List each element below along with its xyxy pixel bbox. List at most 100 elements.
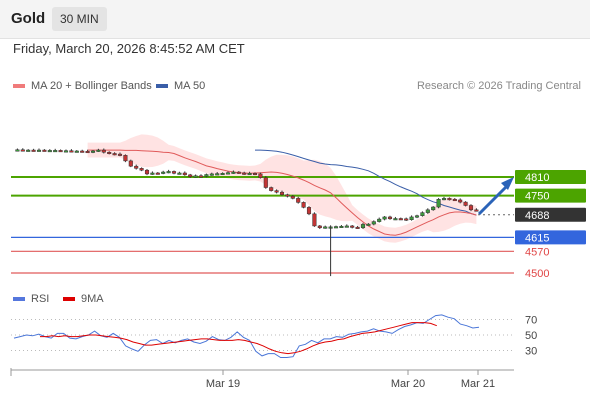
level-label-4688: 4688 xyxy=(525,210,549,222)
candle-body xyxy=(274,190,279,193)
level-pointer-icon xyxy=(515,207,521,222)
candle-body xyxy=(290,195,295,199)
level-label-box xyxy=(515,207,586,222)
research-credit: Research © 2026 Trading Central xyxy=(416,80,581,92)
forecast-arrowhead-icon xyxy=(501,177,514,190)
forecast-arrow-shaft xyxy=(477,185,508,216)
instrument-title: Gold xyxy=(11,10,46,27)
rsi-9ma-line xyxy=(40,322,437,355)
candle-body xyxy=(425,209,430,213)
timeframe-badge[interactable]: 30 MIN xyxy=(52,7,107,31)
candle-body xyxy=(58,150,63,153)
candle-body xyxy=(177,172,182,175)
candle-body xyxy=(15,149,20,152)
candle-body xyxy=(123,155,128,162)
candle-body xyxy=(117,153,123,156)
candle-body xyxy=(209,173,214,176)
candle-body xyxy=(80,150,85,153)
candle-body xyxy=(74,150,79,153)
candle-body xyxy=(193,175,198,178)
candle-body xyxy=(161,171,166,174)
candle-body xyxy=(366,223,371,226)
candle-body xyxy=(90,150,96,153)
candle-body xyxy=(371,221,376,225)
candle-body xyxy=(414,215,420,218)
candle-body xyxy=(26,149,31,152)
candle-body xyxy=(333,226,339,229)
candle-body xyxy=(166,171,171,174)
candle-body xyxy=(36,149,42,152)
candle-body xyxy=(155,172,160,175)
rsi-tick-30: 30 xyxy=(525,346,537,358)
legend-ma50-label: MA 50 xyxy=(174,80,206,92)
candle-body xyxy=(247,173,252,176)
candle-body xyxy=(436,199,441,208)
level-label-4810: 4810 xyxy=(525,172,549,184)
rsi-tick-70: 70 xyxy=(525,315,537,327)
candle-body xyxy=(101,149,106,153)
candle-body xyxy=(350,225,355,228)
level-label-box xyxy=(515,230,586,245)
candle-body xyxy=(452,199,457,202)
candle-body xyxy=(171,171,177,174)
candle-body xyxy=(42,149,47,152)
candle-body xyxy=(468,205,474,211)
ma20-line xyxy=(87,149,477,236)
candle-body xyxy=(296,198,301,203)
candle-body xyxy=(128,160,133,167)
level-label-box xyxy=(515,188,586,203)
candle-body xyxy=(204,174,209,177)
candle-body xyxy=(312,213,317,227)
legend-ma20-label: MA 20 + Bollinger Bands xyxy=(31,80,152,92)
ma20-swatch-icon xyxy=(13,84,25,89)
candle-body xyxy=(63,150,69,153)
x-tick-label-2: Mar 21 xyxy=(461,378,495,390)
candle-body xyxy=(269,187,274,191)
rsi-swatch-icon xyxy=(13,297,25,302)
candle-body xyxy=(360,224,366,229)
candle-body xyxy=(258,173,263,178)
candle-body xyxy=(139,168,144,171)
candle-body xyxy=(188,174,193,177)
candle-body xyxy=(225,172,231,175)
legend-rsi-label: RSI xyxy=(31,293,50,305)
candle-body xyxy=(134,165,139,169)
candle-body xyxy=(263,177,268,188)
level-label-4615: 4615 xyxy=(525,232,549,244)
candle-body xyxy=(382,216,387,220)
level-label-4500: 4500 xyxy=(525,268,549,280)
candle-body xyxy=(317,225,322,229)
ma50-swatch-icon xyxy=(156,84,168,89)
legend-rsi: RSI xyxy=(13,293,49,305)
header-bar: Gold 30 MIN xyxy=(0,0,590,39)
legend-ma50: MA 50 xyxy=(156,80,205,92)
candle-body xyxy=(301,202,306,208)
candle-body xyxy=(53,150,58,153)
candle-body xyxy=(285,194,290,197)
candle-body xyxy=(377,218,382,222)
candle-body xyxy=(393,218,398,221)
candle-body xyxy=(215,173,220,176)
candle-body xyxy=(420,212,425,216)
candle-body xyxy=(474,209,479,212)
candle-body xyxy=(31,149,36,152)
legend-9ma: 9MA xyxy=(63,293,104,305)
candle-body xyxy=(458,199,463,203)
candle-body xyxy=(323,226,328,229)
candle-body xyxy=(387,216,393,220)
candle-body xyxy=(150,172,155,175)
level-label-4750: 4750 xyxy=(525,191,549,203)
candle-body xyxy=(96,149,101,152)
candle-body xyxy=(355,226,360,229)
level-label-4570: 4570 xyxy=(525,246,549,258)
9ma-swatch-icon xyxy=(63,297,75,302)
candle-body xyxy=(69,150,74,153)
candle-body xyxy=(47,150,52,153)
level-label-box xyxy=(515,170,586,184)
candle-body xyxy=(279,191,285,195)
candle-body xyxy=(398,218,403,221)
candle-body xyxy=(252,173,258,176)
datetime-label: Friday, March 20, 2026 8:45:52 AM CET xyxy=(13,41,245,56)
candle-body xyxy=(404,218,409,221)
